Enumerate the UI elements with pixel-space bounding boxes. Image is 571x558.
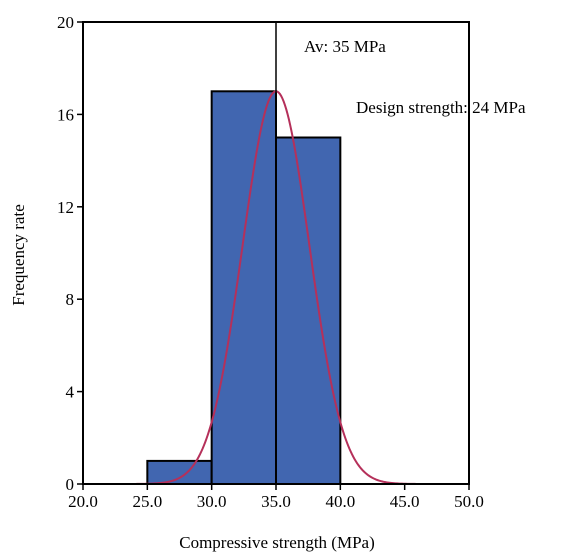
y-tick-label-3: 12 bbox=[57, 198, 74, 217]
histogram-bar-0 bbox=[146, 459, 213, 485]
y-tick-label-2: 8 bbox=[66, 290, 75, 309]
x-tick-label-2: 30.0 bbox=[197, 492, 227, 511]
design-strength-annotation: Design strength: 24 MPa bbox=[356, 98, 526, 117]
bars-layer bbox=[146, 90, 342, 486]
ticks-layer: 20.0 25.0 30.0 35.0 40.0 45.0 50.0 0 4 8 12 16 20 bbox=[57, 13, 484, 511]
x-axis-label: Compressive strength (MPa) bbox=[179, 533, 374, 552]
histogram-bar-1 bbox=[210, 90, 278, 486]
x-tick-label-1: 25.0 bbox=[132, 492, 162, 511]
y-tick-label-0: 0 bbox=[66, 475, 75, 494]
y-tick-label-5: 20 bbox=[57, 13, 74, 32]
y-axis-label: Frequency rate bbox=[9, 204, 28, 305]
y-tick-label-4: 16 bbox=[57, 105, 74, 124]
histogram-bar-2 bbox=[275, 136, 342, 485]
average-annotation: Av: 35 MPa bbox=[304, 37, 386, 56]
x-tick-label-6: 50.0 bbox=[454, 492, 484, 511]
y-tick-label-1: 4 bbox=[66, 383, 75, 402]
x-tick-label-0: 20.0 bbox=[68, 492, 98, 511]
x-tick-label-3: 35.0 bbox=[261, 492, 291, 511]
x-tick-label-5: 45.0 bbox=[390, 492, 420, 511]
x-tick-label-4: 40.0 bbox=[325, 492, 355, 511]
